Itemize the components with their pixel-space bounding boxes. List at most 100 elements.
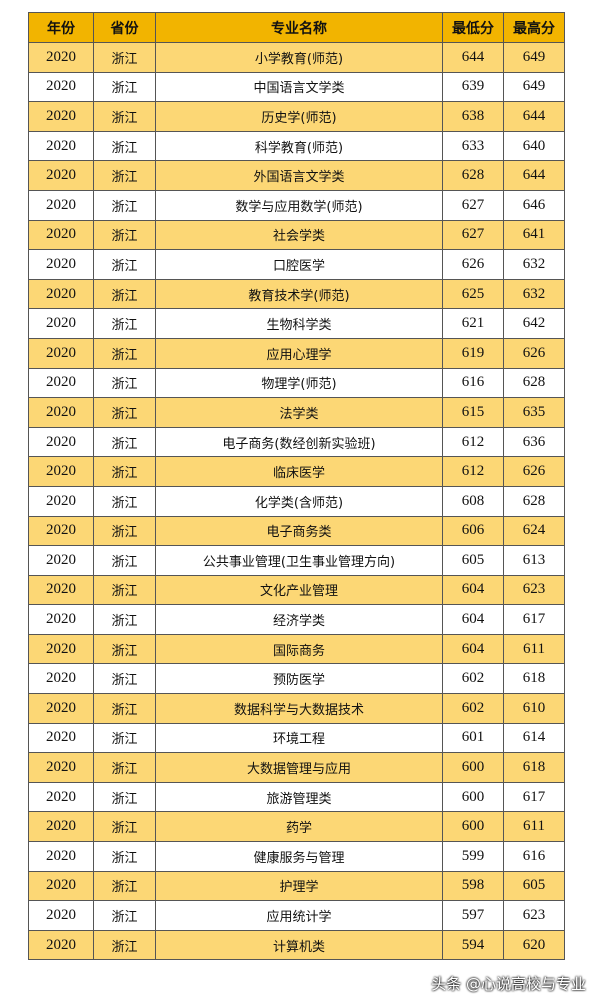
table-cell: 2020 <box>28 752 94 783</box>
table-cell: 611 <box>503 633 565 665</box>
table-cell: 经济学类 <box>155 604 443 635</box>
table-cell: 2020 <box>28 189 94 221</box>
table-cell: 口腔医学 <box>155 249 443 280</box>
header-cell: 最低分 <box>442 12 504 43</box>
table-cell: 2020 <box>28 397 94 428</box>
table-cell: 旅游管理类 <box>155 781 443 813</box>
table-cell: 大数据管理与应用 <box>155 752 443 783</box>
table-cell: 635 <box>503 397 565 428</box>
table-row: 2020 浙江 教育技术学(师范) 625 632 <box>28 278 565 310</box>
table-row: 2020 浙江 口腔医学 626 632 <box>28 249 565 280</box>
table-cell: 中国语言文学类 <box>155 71 443 103</box>
table-cell: 641 <box>503 219 565 251</box>
table-cell: 626 <box>503 456 565 487</box>
table-cell: 浙江 <box>93 160 156 191</box>
table-cell: 浙江 <box>93 811 156 843</box>
table-cell: 浙江 <box>93 130 156 162</box>
table-cell: 2020 <box>28 42 94 73</box>
table-cell: 浙江 <box>93 752 156 783</box>
table-cell: 644 <box>503 101 565 132</box>
header-cell: 专业名称 <box>155 12 443 43</box>
table-cell: 2020 <box>28 633 94 665</box>
table-cell: 浙江 <box>93 337 156 369</box>
table-cell: 2020 <box>28 426 94 458</box>
table-cell: 604 <box>442 574 504 606</box>
table-cell: 616 <box>503 841 565 872</box>
table-cell: 600 <box>442 811 504 843</box>
table-cell: 化学类(含师范) <box>155 485 443 517</box>
table-cell: 2020 <box>28 811 94 843</box>
table-cell: 2020 <box>28 485 94 517</box>
header-cell: 省份 <box>93 12 156 43</box>
table-cell: 601 <box>442 722 504 754</box>
table-cell: 626 <box>442 249 504 280</box>
table-cell: 科学教育(师范) <box>155 130 443 162</box>
table-cell: 633 <box>442 130 504 162</box>
table-row: 2020 浙江 历史学(师范) 638 644 <box>28 101 565 132</box>
table-cell: 健康服务与管理 <box>155 841 443 872</box>
table-cell: 638 <box>442 101 504 132</box>
table-cell: 2020 <box>28 929 94 961</box>
table-row: 2020 浙江 物理学(师范) 616 628 <box>28 367 565 399</box>
table-cell: 2020 <box>28 456 94 487</box>
table-cell: 628 <box>503 367 565 399</box>
table-cell: 浙江 <box>93 101 156 132</box>
table-cell: 浙江 <box>93 189 156 221</box>
table-cell: 应用统计学 <box>155 900 443 931</box>
table-cell: 浙江 <box>93 308 156 339</box>
table-row: 2020 浙江 国际商务 604 611 <box>28 633 565 665</box>
score-table: 年份 省份 专业名称 最低分 最高分 2020 浙江 小学教育(师范) 644 649 2020 浙… <box>28 12 565 961</box>
table-row: 2020 浙江 文化产业管理 604 623 <box>28 574 565 606</box>
table-cell: 浙江 <box>93 367 156 399</box>
table-cell: 药学 <box>155 811 443 843</box>
table-cell: 护理学 <box>155 870 443 902</box>
table-cell: 浙江 <box>93 574 156 606</box>
table-cell: 627 <box>442 219 504 251</box>
table-cell: 617 <box>503 781 565 813</box>
table-cell: 电子商务类 <box>155 515 443 547</box>
table-cell: 632 <box>503 278 565 310</box>
table-cell: 640 <box>503 130 565 162</box>
table-cell: 628 <box>442 160 504 191</box>
table-cell: 浙江 <box>93 219 156 251</box>
table-cell: 公共事业管理(卫生事业管理方向) <box>155 545 443 576</box>
table-cell: 636 <box>503 426 565 458</box>
table-cell: 605 <box>442 545 504 576</box>
table-cell: 文化产业管理 <box>155 574 443 606</box>
table-row: 2020 浙江 数学与应用数学(师范) 627 646 <box>28 189 565 221</box>
table-row: 2020 浙江 数据科学与大数据技术 602 610 <box>28 693 565 724</box>
table-cell: 600 <box>442 752 504 783</box>
table-cell: 598 <box>442 870 504 902</box>
table-cell: 浙江 <box>93 633 156 665</box>
table-cell: 数学与应用数学(师范) <box>155 189 443 221</box>
table-cell: 2020 <box>28 249 94 280</box>
table-cell: 历史学(师范) <box>155 101 443 132</box>
table-cell: 2020 <box>28 160 94 191</box>
table-cell: 浙江 <box>93 278 156 310</box>
table-row: 2020 浙江 环境工程 601 614 <box>28 722 565 754</box>
table-cell: 2020 <box>28 722 94 754</box>
table-cell: 2020 <box>28 71 94 103</box>
table-cell: 644 <box>503 160 565 191</box>
table-cell: 627 <box>442 189 504 221</box>
table-row: 2020 浙江 旅游管理类 600 617 <box>28 781 565 813</box>
table-cell: 616 <box>442 367 504 399</box>
table-row: 2020 浙江 临床医学 612 626 <box>28 456 565 487</box>
table-cell: 浙江 <box>93 693 156 724</box>
table-cell: 社会学类 <box>155 219 443 251</box>
table-cell: 2020 <box>28 337 94 369</box>
table-cell: 浙江 <box>93 42 156 73</box>
table-row: 2020 浙江 电子商务类 606 624 <box>28 515 565 547</box>
table-row: 2020 浙江 化学类(含师范) 608 628 <box>28 485 565 517</box>
table-cell: 浙江 <box>93 900 156 931</box>
table-row: 2020 浙江 外国语言文学类 628 644 <box>28 160 565 191</box>
table-row: 2020 浙江 药学 600 611 <box>28 811 565 843</box>
table-row: 2020 浙江 公共事业管理(卫生事业管理方向) 605 613 <box>28 545 565 576</box>
table-cell: 2020 <box>28 278 94 310</box>
table-cell: 606 <box>442 515 504 547</box>
table-cell: 612 <box>442 456 504 487</box>
table-cell: 621 <box>442 308 504 339</box>
table-cell: 611 <box>503 811 565 843</box>
table-cell: 626 <box>503 337 565 369</box>
table-row: 2020 浙江 中国语言文学类 639 649 <box>28 71 565 103</box>
